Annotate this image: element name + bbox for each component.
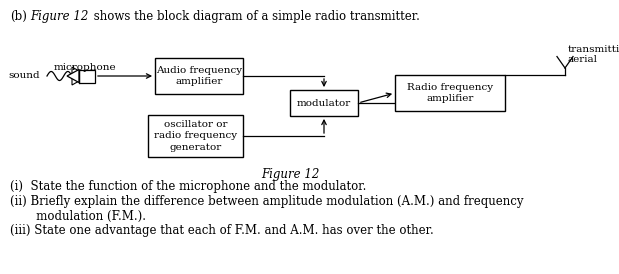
- Text: transmitting
aerial: transmitting aerial: [568, 45, 619, 64]
- Text: modulation (F.M.).: modulation (F.M.).: [10, 210, 146, 223]
- Bar: [79, 70, 95, 82]
- Bar: [148, 115, 243, 157]
- Text: Figure 12: Figure 12: [261, 168, 319, 181]
- Text: Radio frequency
amplifier: Radio frequency amplifier: [407, 83, 493, 103]
- Text: (iii) State one advantage that each of F.M. and A.M. has over the other.: (iii) State one advantage that each of F…: [10, 224, 434, 237]
- Bar: [290, 90, 358, 116]
- Text: (b): (b): [10, 10, 27, 23]
- Text: (i)  State the function of the microphone and the modulator.: (i) State the function of the microphone…: [10, 180, 366, 193]
- Text: (ii) Briefly explain the difference between amplitude modulation (A.M.) and freq: (ii) Briefly explain the difference betw…: [10, 195, 524, 208]
- Bar: [395, 75, 505, 111]
- Text: modulator: modulator: [297, 98, 351, 107]
- Text: oscillator or
radio frequency
generator: oscillator or radio frequency generator: [154, 120, 237, 152]
- Text: Figure 12: Figure 12: [30, 10, 89, 23]
- Bar: [155, 58, 243, 94]
- Polygon shape: [67, 70, 79, 82]
- Text: microphone: microphone: [54, 63, 116, 72]
- Text: shows the block diagram of a simple radio transmitter.: shows the block diagram of a simple radi…: [90, 10, 420, 23]
- Text: sound: sound: [8, 72, 40, 81]
- Text: Audio frequency
amplifier: Audio frequency amplifier: [156, 66, 242, 86]
- Polygon shape: [72, 67, 88, 85]
